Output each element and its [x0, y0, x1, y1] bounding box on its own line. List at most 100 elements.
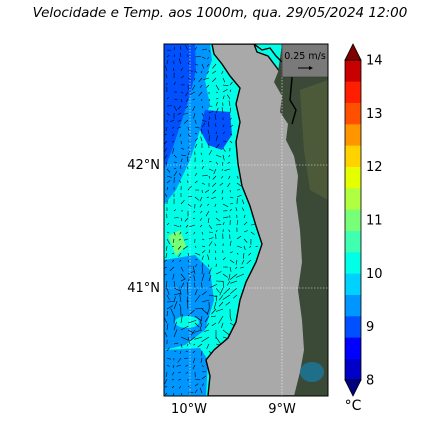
velocity-arrow	[187, 385, 192, 388]
velocity-arrow	[215, 210, 218, 213]
velocity-arrow	[218, 301, 224, 307]
velocity-arrow	[173, 321, 177, 331]
velocity-arrow	[189, 91, 196, 95]
velocity-arrow	[177, 126, 182, 129]
velocity-arrow	[199, 217, 203, 221]
velocity-arrow	[201, 375, 206, 380]
velocity-arrow	[229, 133, 233, 135]
velocity-arrow	[177, 119, 182, 122]
velocity-arrow	[205, 322, 210, 329]
velocity-arrow	[164, 259, 168, 263]
velocity-arrow	[201, 245, 206, 247]
reference-vector-label: 0.25 m/s	[284, 51, 326, 62]
velocity-arrow	[177, 357, 182, 363]
velocity-arrow	[179, 133, 182, 137]
velocity-arrow	[204, 189, 210, 193]
velocity-arrow	[173, 300, 178, 310]
colorbar-band	[345, 102, 361, 125]
velocity-arrow	[173, 209, 176, 212]
velocity-arrow	[180, 140, 182, 145]
velocity-arrow	[241, 199, 245, 205]
velocity-arrow	[201, 231, 204, 235]
velocity-arrow	[165, 161, 168, 166]
velocity-arrow	[229, 315, 232, 322]
velocity-arrow	[243, 214, 246, 219]
velocity-arrow	[200, 70, 203, 74]
velocity-arrow	[201, 262, 204, 268]
velocity-arrow	[235, 259, 238, 265]
velocity-arrow	[184, 217, 189, 222]
velocity-arrow	[185, 231, 189, 235]
velocity-arrow	[243, 221, 248, 226]
velocity-arrow	[187, 77, 191, 80]
velocity-arrow	[164, 133, 168, 136]
velocity-arrow	[193, 274, 196, 282]
velocity-arrow	[243, 252, 245, 259]
velocity-arrow	[193, 231, 196, 235]
velocity-arrow	[199, 322, 203, 330]
velocity-arrow	[246, 259, 252, 265]
velocity-arrow	[201, 182, 206, 185]
velocity-arrow	[180, 98, 183, 103]
velocity-arrow	[206, 343, 210, 349]
velocity-arrow	[165, 65, 168, 72]
velocity-arrow	[187, 391, 194, 394]
velocity-arrow	[222, 77, 226, 83]
velocity-arrow	[206, 84, 210, 88]
velocity-arrow	[211, 182, 217, 187]
velocity-arrow	[230, 273, 238, 280]
velocity-arrow	[228, 154, 231, 158]
velocity-arrow	[213, 168, 217, 175]
velocity-arrow	[171, 259, 175, 263]
velocity-arrow	[201, 166, 204, 170]
velocity-arrow	[166, 301, 175, 303]
velocity-arrow	[166, 112, 170, 116]
velocity-arrow	[215, 271, 222, 275]
velocity-arrow	[192, 98, 196, 101]
velocity-arrow	[192, 217, 196, 220]
velocity-arrow	[229, 196, 234, 199]
colorbar: 8 9 10 11 12 13 14	[344, 43, 383, 397]
velocity-arrow	[182, 245, 189, 250]
velocity-arrow	[185, 105, 189, 109]
velocity-arrow	[221, 70, 224, 75]
velocity-arrow	[187, 329, 195, 334]
colorbar-tick-label: 9	[366, 320, 374, 335]
velocity-arrow	[173, 167, 177, 170]
velocity-arrow	[208, 116, 210, 121]
velocity-arrow	[173, 296, 176, 303]
velocity-arrow	[229, 107, 231, 114]
velocity-arrow	[189, 224, 196, 228]
velocity-arrow	[180, 266, 184, 272]
velocity-arrow	[166, 323, 169, 331]
velocity-arrow	[230, 280, 238, 284]
velocity-arrow	[215, 224, 222, 226]
velocity-arrow	[166, 97, 169, 100]
velocity-arrow	[164, 385, 168, 388]
velocity-arrow	[178, 378, 182, 381]
velocity-arrow	[187, 146, 191, 149]
velocity-arrow	[200, 210, 203, 214]
velocity-arrow	[214, 250, 217, 254]
velocity-arrow	[176, 364, 182, 367]
velocity-arrow	[201, 383, 205, 387]
velocity-arrow	[172, 147, 175, 154]
velocity-arrow	[219, 287, 224, 296]
velocity-arrow	[171, 385, 175, 389]
velocity-arrow	[194, 56, 201, 58]
lon-label-9w: 9°W	[268, 402, 296, 417]
velocity-arrow	[201, 112, 204, 117]
velocity-arrow	[224, 168, 231, 171]
velocity-arrow	[185, 364, 189, 367]
colorbar-band	[345, 145, 361, 167]
velocity-arrow	[180, 91, 184, 94]
velocity-arrow	[215, 229, 218, 233]
velocity-arrow	[208, 241, 213, 247]
velocity-arrow	[208, 224, 213, 230]
velocity-arrow	[206, 196, 210, 199]
velocity-arrow	[236, 194, 242, 198]
velocity-arrow	[187, 126, 190, 131]
velocity-arrow	[166, 310, 168, 317]
velocity-arrow	[193, 343, 196, 346]
velocity-arrow	[206, 63, 210, 67]
